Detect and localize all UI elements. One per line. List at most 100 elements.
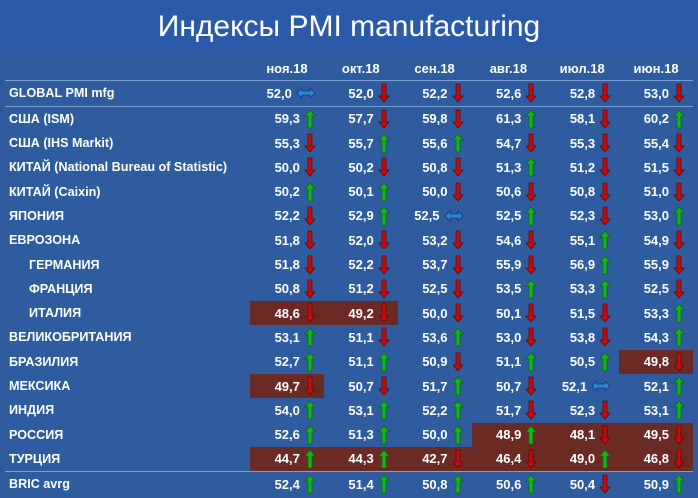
table-cell: 53,3 <box>619 301 693 325</box>
cell-value: 52,0 <box>348 85 374 101</box>
up-arrow-icon <box>377 424 390 444</box>
up-arrow-icon <box>377 352 390 372</box>
cell-value: 53,1 <box>274 329 300 345</box>
highlighted-cell: 48,6 <box>250 301 324 326</box>
table-cell: 53,2 <box>398 228 472 252</box>
cell-value: 53,3 <box>643 305 669 321</box>
table-cell: 53,3 <box>545 277 619 301</box>
row-label: ТУРЦИЯ <box>9 451 61 466</box>
cell-value: 50,1 <box>496 305 522 321</box>
cell-value: 51,7 <box>496 402 522 418</box>
down-arrow-icon <box>599 206 611 226</box>
table-row: КИТАЙ (National Bureau of Statistic) 50,0… <box>5 155 693 179</box>
up-arrow-icon <box>451 424 464 444</box>
down-arrow-icon <box>525 376 538 396</box>
table-cell: 46,4 <box>471 446 546 472</box>
cell-value: 53,2 <box>422 232 448 248</box>
table-cell: 50,4 <box>545 472 619 497</box>
up-arrow-icon <box>304 327 316 347</box>
cell-content: 52,2 <box>398 398 472 422</box>
table-cell: 42,7 <box>397 446 472 472</box>
row-label: РОССИЯ <box>9 427 64 442</box>
cell-value: 60,2 <box>643 111 669 127</box>
table-cell: 53,7 <box>398 252 472 276</box>
cell-content: 61,3 <box>472 107 546 131</box>
cell-value: 53,3 <box>569 281 596 297</box>
table-row: США (IHS Markit) 55,3 55,7 55,6 54,7 55,3 55,4 <box>5 131 693 155</box>
table-cell: 50,0 <box>250 155 324 179</box>
down-arrow-icon <box>451 230 464 250</box>
cell-content: 52,2 <box>398 81 472 105</box>
down-arrow-icon <box>377 303 390 323</box>
table-cell: 51,2 <box>324 277 398 301</box>
table-cell: 51,2 <box>545 155 619 179</box>
cell-value: 52,1 <box>643 378 669 394</box>
table-cell: 58,1 <box>545 106 619 131</box>
column-header: окт.18 <box>341 60 380 76</box>
cell-content: 53,1 <box>250 325 324 349</box>
cell-value: 52,1 <box>561 378 588 394</box>
cell-value: 52,2 <box>422 85 448 101</box>
table-cell: 50,8 <box>398 472 472 497</box>
table-cell: 50,7 <box>472 374 546 398</box>
table-cell: 55,9 <box>619 252 693 276</box>
table-cell: 55,7 <box>324 131 398 155</box>
down-arrow-icon <box>304 230 316 250</box>
down-arrow-icon <box>525 303 538 323</box>
up-arrow-icon <box>525 109 538 129</box>
table-cell: 53,1 <box>250 325 324 349</box>
cell-value: 51,1 <box>348 329 374 345</box>
cell-content: 50,7 <box>472 374 546 398</box>
table-cell: 48,6 <box>250 301 324 326</box>
table-cell: 51,7 <box>398 374 472 398</box>
cell-value: 51,3 <box>348 427 374 443</box>
up-arrow-icon <box>525 279 538 299</box>
table-cell: 50,8 <box>398 155 472 179</box>
cell-value: 53,8 <box>569 329 596 345</box>
row-label: США (ISM) <box>9 111 75 126</box>
up-arrow-icon <box>673 303 685 323</box>
cell-value: 50,9 <box>643 476 669 492</box>
cell-content: 50,0 <box>250 155 324 179</box>
table-cell: 44,7 <box>250 446 324 472</box>
table-cell: 50,9 <box>619 472 693 497</box>
cell-content: 50,9 <box>619 472 693 496</box>
cell-value: 51,5 <box>569 305 596 321</box>
down-arrow-icon <box>599 474 611 494</box>
cell-value: 50,6 <box>496 184 522 200</box>
cell-value: 55,3 <box>274 135 300 151</box>
table-cell: 52,9 <box>324 204 398 228</box>
down-arrow-icon <box>599 157 611 177</box>
cell-content: 57,7 <box>324 107 398 131</box>
cell-content: 54,3 <box>619 325 693 349</box>
table-row: BRIC avrg 52,4 51,4 50,8 50,6 50,4 50,9 <box>5 471 693 497</box>
cell-content: 50,5 <box>545 350 619 374</box>
table-cell: 55,3 <box>545 131 619 155</box>
down-arrow-icon <box>673 279 685 299</box>
cell-value: 51,7 <box>422 378 448 394</box>
down-arrow-icon <box>599 303 611 323</box>
table-cell: 55,6 <box>398 131 472 155</box>
cell-value: 53,1 <box>643 402 669 418</box>
down-arrow-icon <box>673 425 685 445</box>
down-arrow-icon <box>673 449 685 469</box>
cell-value: 46,8 <box>643 451 669 467</box>
cell-value: 54,7 <box>496 135 522 151</box>
column-header: сен.18 <box>414 60 455 76</box>
cell-content: 53,3 <box>619 301 693 325</box>
table-cell: 52,1 <box>545 374 619 398</box>
highlighted-cell: 49,0 <box>545 446 620 471</box>
down-arrow-icon <box>451 303 464 323</box>
cell-content: 52,3 <box>545 204 619 228</box>
table-cell: 50,1 <box>324 179 398 203</box>
highlighted-cell: 44,3 <box>323 446 398 471</box>
table-cell: 52,5 <box>619 277 693 301</box>
table-cell: 52,3 <box>545 398 619 422</box>
cell-value: 54,0 <box>274 402 300 418</box>
row-label: ЕВРОЗОНА <box>9 233 81 248</box>
up-arrow-icon <box>451 474 464 494</box>
cell-value: 49,8 <box>643 354 669 370</box>
cell-value: 51,1 <box>348 354 374 370</box>
up-arrow-icon <box>525 206 538 226</box>
up-arrow-icon <box>451 376 464 396</box>
